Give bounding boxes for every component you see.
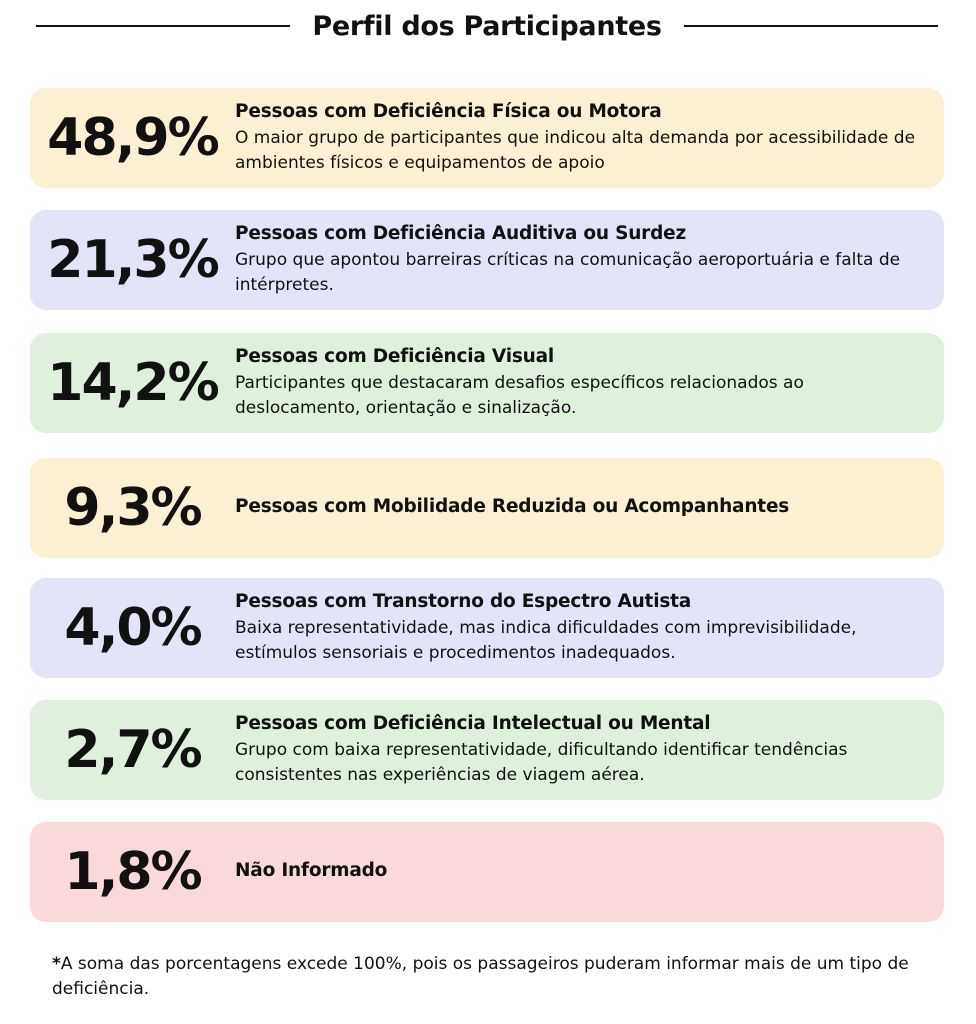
card-text: Pessoas com Deficiência Visual Participa… <box>235 346 944 421</box>
profile-card: 14,2% Pessoas com Deficiência Visual Par… <box>30 333 944 433</box>
card-text: Pessoas com Deficiência Intelectual ou M… <box>235 713 944 788</box>
header: Perfil dos Participantes <box>36 6 938 46</box>
card-description: Grupo com baixa representatividade, difi… <box>235 739 848 785</box>
percentage: 2,7% <box>64 720 202 780</box>
footnote-text: A soma das porcentagens excede 100%, poi… <box>52 954 909 999</box>
card-description: Baixa representatividade, mas indica dif… <box>235 617 857 663</box>
card-description: O maior grupo de participantes que indic… <box>235 127 916 173</box>
percentage: 1,8% <box>64 842 202 902</box>
card-text: Não Informado <box>235 860 944 885</box>
card-title: Pessoas com Deficiência Visual <box>235 345 555 367</box>
card-description: Grupo que apontou barreiras críticas na … <box>235 249 901 295</box>
divider-right <box>683 25 938 27</box>
profile-card: 48,9% Pessoas com Deficiência Física ou … <box>30 88 944 188</box>
footnote-mark: * <box>52 954 61 974</box>
profile-card: 1,8% Não Informado <box>30 822 944 922</box>
card-description: Participantes que destacaram desafios es… <box>235 372 804 418</box>
percentage: 14,2% <box>47 353 219 413</box>
page-title: Perfil dos Participantes <box>312 10 662 42</box>
percentage: 4,0% <box>64 598 202 658</box>
card-title: Pessoas com Deficiência Intelectual ou M… <box>235 712 711 734</box>
footnote: *A soma das porcentagens excede 100%, po… <box>52 952 942 1002</box>
percentage: 48,9% <box>47 108 219 168</box>
divider-left <box>36 25 291 27</box>
card-title: Pessoas com Transtorno do Espectro Autis… <box>235 590 692 612</box>
profile-card: 4,0% Pessoas com Transtorno do Espectro … <box>30 578 944 678</box>
card-title: Pessoas com Deficiência Auditiva ou Surd… <box>235 222 687 244</box>
card-text: Pessoas com Deficiência Física ou Motora… <box>235 101 944 176</box>
percentage: 9,3% <box>64 478 202 538</box>
percentage: 21,3% <box>47 230 219 290</box>
profile-card: 9,3% Pessoas com Mobilidade Reduzida ou … <box>30 458 944 558</box>
profile-card: 2,7% Pessoas com Deficiência Intelectual… <box>30 700 944 800</box>
card-title: Pessoas com Deficiência Física ou Motora <box>235 100 662 122</box>
card-text: Pessoas com Deficiência Auditiva ou Surd… <box>235 223 944 298</box>
card-text: Pessoas com Transtorno do Espectro Autis… <box>235 591 944 666</box>
card-title: Pessoas com Mobilidade Reduzida ou Acomp… <box>235 495 790 517</box>
card-title: Não Informado <box>235 859 388 881</box>
profile-card: 21,3% Pessoas com Deficiência Auditiva o… <box>30 210 944 310</box>
card-text: Pessoas com Mobilidade Reduzida ou Acomp… <box>235 496 944 521</box>
